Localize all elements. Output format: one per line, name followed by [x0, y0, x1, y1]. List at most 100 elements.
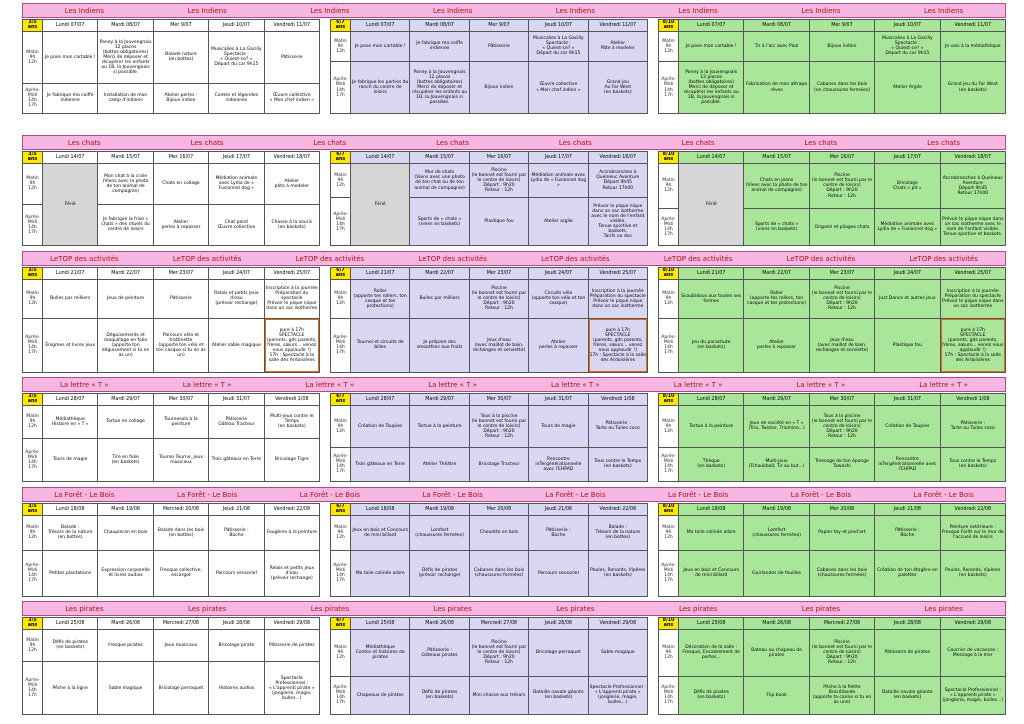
day-header: Mercredi 27/08 — [152, 617, 210, 630]
day-header: Jeudi 28/08 — [874, 617, 941, 630]
day-header: Lundi 18/08 — [349, 503, 411, 516]
day-header: Vendredi 22/08 — [939, 503, 1007, 516]
activity-cell: Je prépare des smoothies aux fruits — [409, 317, 470, 374]
day-header: Lundi 14/07 — [349, 151, 411, 164]
day-header: Jeudi 21/08 — [874, 503, 941, 516]
day-header: Vendredi 1/08 — [263, 393, 321, 406]
period-label: Après-Midi 14h 17h — [658, 675, 679, 716]
activity-cell: Chouette en bois — [468, 514, 530, 551]
activity-cell: pure à 17h SPECTACLE (parents, gds paren… — [587, 317, 649, 374]
day-header: Mer 16/07 — [152, 151, 210, 164]
day-header: Vendredi 22/08 — [263, 503, 321, 516]
period-label: Après-Midi 14h 17h — [22, 82, 43, 115]
activity-cell: Fabrication de mon attrape rêves — [743, 61, 810, 114]
age-group-label: 3/5 ans — [22, 393, 43, 406]
day-header: Lundi 21/07 — [41, 267, 99, 280]
period-label: Après-Midi 14h 17h — [22, 661, 43, 715]
period-label: Matin 9h 12h — [330, 404, 351, 448]
activity-cell: Poney à la Jouvengnais 12 places (bottes… — [677, 61, 745, 114]
activity-cell: Énigmes et livres jeux — [41, 317, 99, 374]
activity-cell: Rencontre inTergénérationnelle avec l'EH… — [528, 446, 589, 483]
activity-cell: Je pose mon cartable ! — [349, 30, 411, 63]
activity-cell: Prévoir le pique nique dans un sac isoth… — [587, 197, 649, 246]
activity-cell: Bataille navale géante (en baskets) — [874, 675, 941, 716]
day-header: Vendredi 29/08 — [263, 617, 321, 630]
day-header: Mardi 15/07 — [743, 151, 810, 164]
period-label: Après-Midi 14h 17h — [658, 446, 679, 483]
theme-title: Les chats — [190, 138, 224, 147]
activity-cell: Musicalies à La Gacilly Spectacle : « Qu… — [874, 30, 941, 63]
theme-title: La lettre « T » — [428, 380, 477, 389]
theme-title: Les pirates — [556, 604, 595, 613]
activity-cell: Œuvre collective « Mon chef indien » — [263, 82, 321, 115]
day-header: Vendredi 29/08 — [939, 617, 1007, 630]
activity-cell: Pâtisserie : Bûche — [208, 514, 265, 551]
activity-cell: Bulles par milliers — [41, 278, 99, 319]
day-header: Vendredi 11/07 — [263, 19, 321, 32]
day-header: Mer 20/08 — [808, 503, 876, 516]
activity-cell: Création de Toupies — [349, 404, 411, 448]
activity-cell: Courrier de vacances : Message à la mer — [939, 628, 1007, 677]
activity-cell: pure à 17h SPECTACLE (parents, gds paren… — [939, 317, 1007, 374]
period-label: Après-Midi 14h 17h — [658, 208, 679, 246]
activity-cell: Atelier perles : Bijoux indien — [152, 82, 210, 115]
activity-cell: Atelier Argile — [874, 61, 941, 114]
activity-cell: Bataille navale géante (en baskets) — [528, 675, 589, 716]
day-header: Vendredi 1/08 — [587, 393, 649, 406]
age-group-label: 8/10 ans — [658, 267, 679, 280]
theme-title: Les Indiens — [310, 6, 350, 15]
age-group-label: 6/7 ans — [330, 617, 351, 630]
theme-title: Les pirates — [433, 604, 472, 613]
age-group-label: 8/10 ans — [658, 393, 679, 406]
day-header: Vendredi 25/07 — [263, 267, 321, 280]
activity-cell: Pâtisserie Gâteau Tracteur — [208, 404, 265, 439]
theme-title: Les chats — [681, 138, 715, 147]
activity-cell: Ma toile colinée arbre — [349, 549, 411, 598]
period-label: Matin 9h 12h — [658, 628, 679, 677]
age-group-label: 3/5 ans — [22, 151, 43, 164]
schedule-purple-group: 6/7 ans Lundi 28/07 Mardi 29/07 Mer 30/07 Je… — [330, 393, 649, 483]
day-header: Vendredi 11/07 — [587, 19, 649, 32]
theme-title: LeTOP des activités — [295, 254, 365, 263]
activity-cell: Tir à l'arc avec Paul — [743, 30, 810, 63]
day-header: Jeudi 17/07 — [528, 151, 589, 164]
activity-cell: Médiation animale avec Lydia de « Fusion… — [528, 162, 589, 199]
schedule-white-group: 3/5 ans Lundi 14/07 Mardi 15/07 Mer 16/07 Je… — [22, 151, 321, 247]
theme-title: Les pirates — [65, 604, 104, 613]
activity-cell: Fougères à la peinture — [263, 514, 321, 551]
day-header: Mer 23/07 — [808, 267, 876, 280]
activity-cell: Bricolage pirate — [208, 628, 265, 663]
age-group-label: 3/5 ans — [22, 267, 43, 280]
period-label: Après-Midi 14h 17h — [22, 203, 43, 247]
activity-cell: Pâtisserie : Bûche — [874, 514, 941, 551]
activity-cell: Balade : Trésors de la nature (en bottes… — [41, 514, 99, 551]
day-header: Lundi 25/08 — [349, 617, 411, 630]
day-header: Vendredi 11/07 — [939, 19, 1007, 32]
theme-title: La lettre « T » — [673, 380, 723, 389]
activity-cell: Fresque collective, escargot — [152, 549, 210, 598]
day-header: Lundi 21/07 — [677, 267, 745, 280]
activity-cell: Flip book — [743, 675, 810, 716]
age-group-label: 8/10 ans — [658, 503, 679, 516]
period-label: Matin 9h 12h — [330, 162, 351, 199]
activity-cell: Musicalies à La Gacilly Spectacle : « Qu… — [208, 30, 265, 84]
theme-title: LeTOP des activités — [663, 254, 733, 263]
activity-cell: pure à 17h SPECTACLE (parents, gds paren… — [263, 317, 321, 374]
day-header: Mer 30/07 — [152, 393, 210, 406]
theme-title: Les pirates — [924, 604, 963, 613]
day-header: Mardi 29/07 — [409, 393, 470, 406]
activity-cell: Pâtisserie : Bûche — [528, 514, 589, 551]
day-header: Jeudi 10/07 — [874, 19, 941, 32]
day-header: Jeudi 17/07 — [874, 151, 941, 164]
schedule-purple-group: 6/7 ans Lundi 21/07 Mardi 22/07 Mer 23/07 Je… — [330, 267, 649, 374]
activity-cell: Je fabrique les parties du ranch du cent… — [349, 61, 411, 114]
schedule-white-group: 3/5 ans Lundi 18/08 Mardi 19/08 Mercredi 20… — [22, 503, 321, 598]
period-label: Après-Midi 14h 17h — [658, 549, 679, 598]
activity-cell: Pâtisserie : Tarte ou Tuiles coco — [587, 404, 649, 448]
day-header: Vendredi 25/07 — [939, 267, 1007, 280]
day-header: Vendredi 25/07 — [587, 267, 649, 280]
activity-cell: Lomfort (chaussures fermées) — [409, 514, 470, 551]
age-group-label: 6/7 ans — [330, 19, 351, 32]
activity-cell: Jeux de peinture — [97, 278, 154, 319]
day-header: Mardi 08/07 — [97, 19, 154, 32]
